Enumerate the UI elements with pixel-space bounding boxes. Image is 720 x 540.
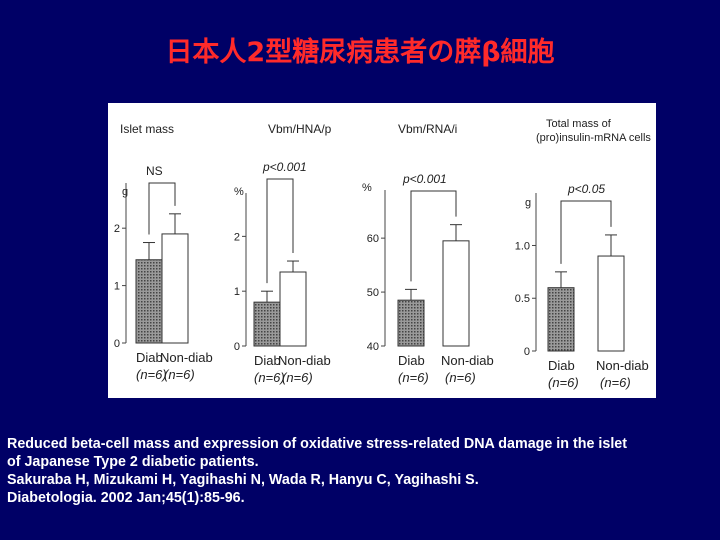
chart-canvas: Islet massg012Diab(n=6)Non-diab(n=6)NSVb… <box>114 118 652 390</box>
caption-line: Sakuraba H, Mizukami H, Yagihashi N, Wad… <box>7 472 479 488</box>
slide-title: 日本人2型糖尿病患者の膵β細胞 <box>165 37 555 68</box>
x-category-label: Non-diab <box>160 350 213 365</box>
panel-title: Vbm/HNA/p <box>268 122 332 136</box>
y-tick-label: 2 <box>114 223 120 235</box>
y-tick-label: 2 <box>234 231 240 243</box>
x-category-label: Non-diab <box>596 358 649 373</box>
panel-title: Islet mass <box>120 122 174 136</box>
n-label: (n=6) <box>548 375 579 390</box>
caption-line: of Japanese Type 2 diabetic patients. <box>7 454 259 470</box>
y-tick-label: 40 <box>367 341 379 353</box>
y-tick-label: 0 <box>114 338 120 350</box>
axis-unit: % <box>234 186 244 198</box>
significance-bracket <box>148 182 176 235</box>
bar-nondiab <box>597 255 625 352</box>
panel-title: Vbm/RNA/i <box>398 122 457 136</box>
y-tick-label: 1 <box>234 286 240 298</box>
y-tick-label: 60 <box>367 233 379 245</box>
x-category-label: Diab <box>548 358 575 373</box>
x-category-label: Diab <box>398 353 425 368</box>
bar-nondiab <box>279 271 307 347</box>
bar-nondiab <box>442 240 470 347</box>
n-label: (n=6) <box>254 370 285 385</box>
bar-nondiab <box>161 233 189 344</box>
n-label: (n=6) <box>445 370 476 385</box>
significance-bracket <box>560 200 612 264</box>
axis-unit: g <box>525 197 531 209</box>
y-tick-label: 0.5 <box>515 293 530 305</box>
y-tick-label: 50 <box>367 287 379 299</box>
x-category-label: Diab <box>136 350 163 365</box>
n-label: (n=6) <box>398 370 429 385</box>
y-tick-label: 1.0 <box>515 240 530 252</box>
bar-diab <box>397 299 425 347</box>
x-category-label: Diab <box>254 353 281 368</box>
significance-bracket <box>266 178 294 284</box>
x-category-label: Non-diab <box>441 353 494 368</box>
y-tick-label: 0 <box>524 346 530 358</box>
x-category-label: Non-diab <box>278 353 331 368</box>
axis-unit: % <box>362 182 372 194</box>
caption-line: Reduced beta-cell mass and expression of… <box>7 436 628 452</box>
chart-figure: Islet mass g 0 1 2 Diab (n=6) Non-diab (n=6) NS Vb… <box>108 103 656 398</box>
n-label: (n=6) <box>600 375 631 390</box>
n-label: (n=6) <box>164 367 195 382</box>
panel-title: Total mass of <box>546 118 612 130</box>
significance-label: NS <box>146 164 163 178</box>
bar-diab <box>135 259 163 344</box>
n-label: (n=6) <box>282 370 313 385</box>
n-label: (n=6) <box>136 367 167 382</box>
significance-label: p<0.001 <box>262 160 307 174</box>
caption: Reduced beta-cell mass and expression of… <box>7 435 713 507</box>
panel-title: (pro)insulin-mRNA cells <box>536 132 651 144</box>
significance-label: p<0.001 <box>402 172 447 186</box>
bar-diab <box>547 287 575 352</box>
bar-diab <box>253 301 281 347</box>
y-tick-label: 0 <box>234 341 240 353</box>
significance-bracket <box>410 190 457 282</box>
y-tick-label: 1 <box>114 281 120 293</box>
significance-label: p<0.05 <box>567 182 605 196</box>
caption-line: Diabetologia. 2002 Jan;45(1):85-96. <box>7 490 245 506</box>
axis-unit: g <box>122 186 128 198</box>
